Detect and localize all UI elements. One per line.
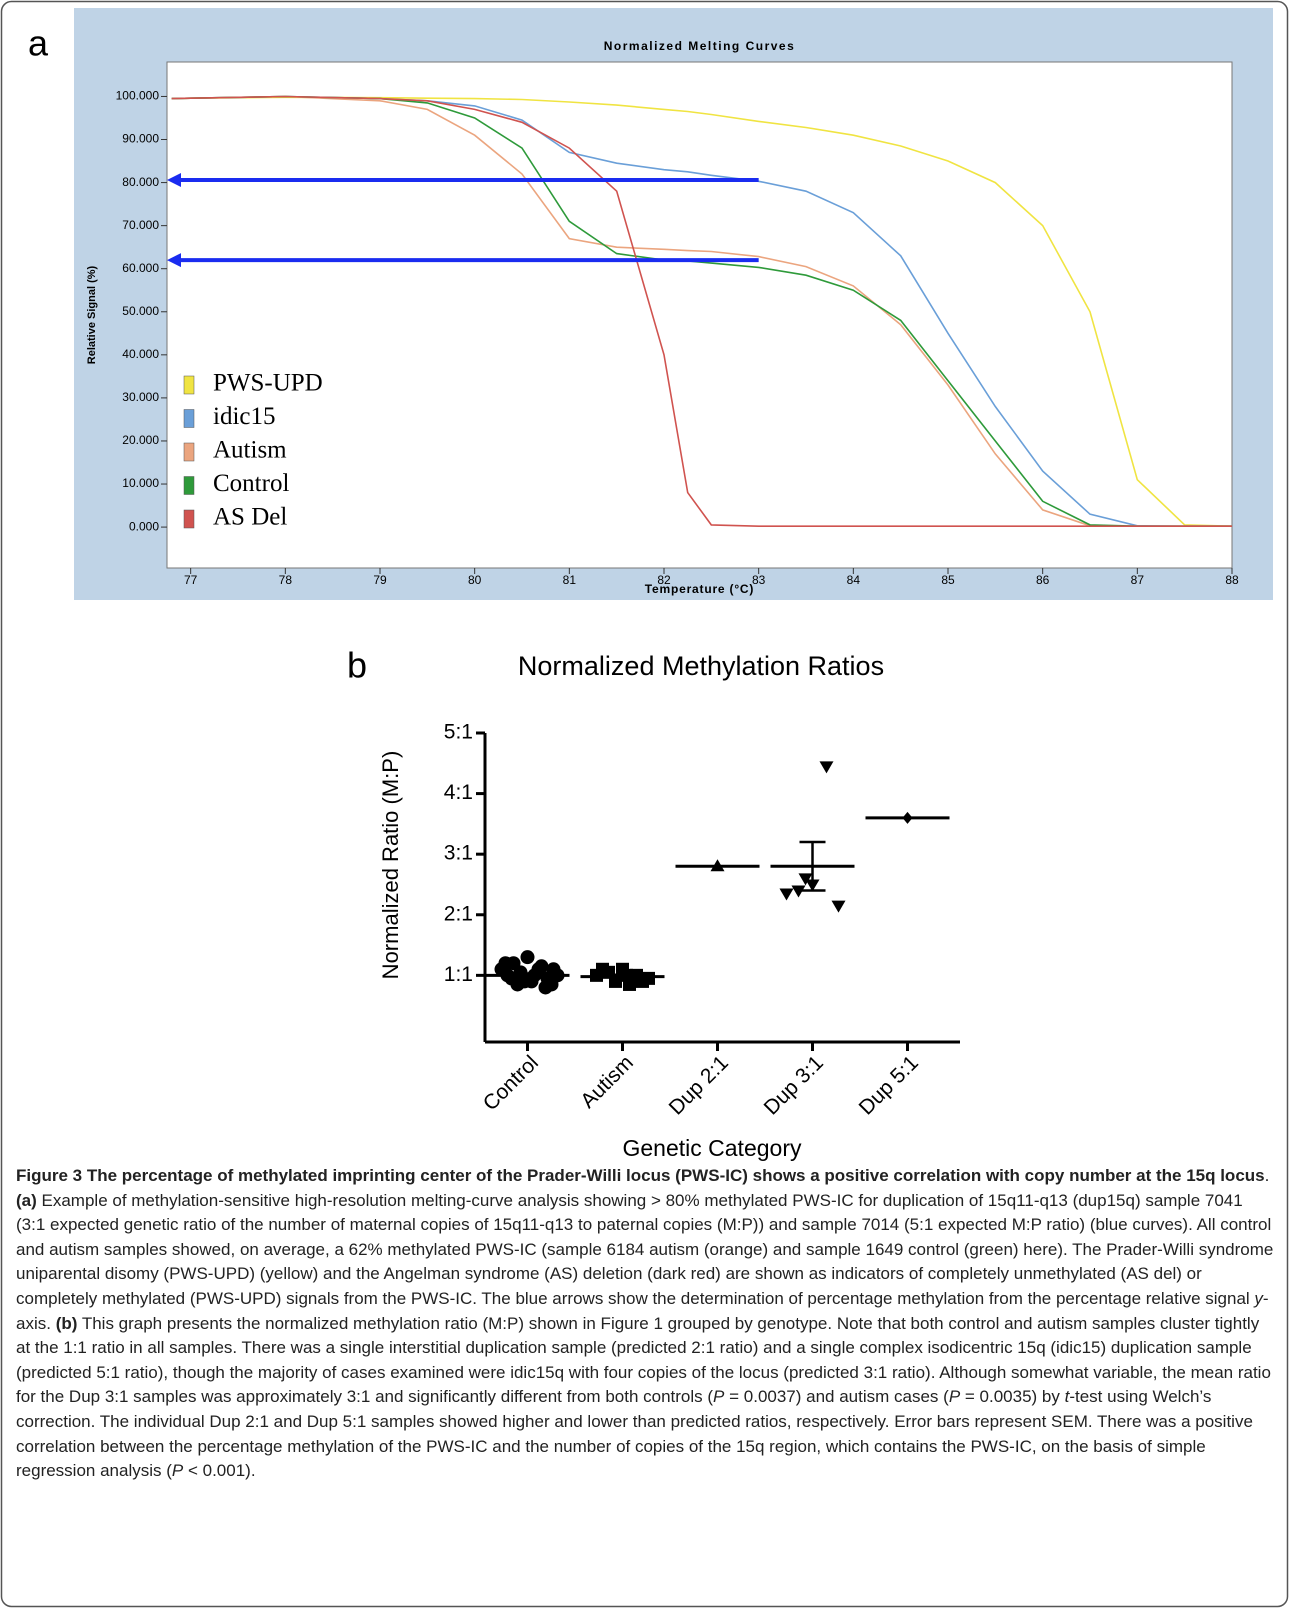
x-axis-label: Genetic Category [623, 1135, 802, 1161]
panel-label: b [347, 645, 367, 686]
error-bar [514, 972, 541, 979]
x-tick-label: 87 [1131, 573, 1145, 587]
x-tick-label: 83 [752, 573, 766, 587]
legend-swatch [183, 509, 195, 529]
legend-swatch [183, 442, 195, 462]
caption-text: -test using Welch’s correction. The indi… [16, 1387, 1253, 1481]
point [798, 873, 813, 886]
error-bar [609, 973, 636, 980]
point [831, 900, 846, 913]
caption: Figure 3 The percentage of methylated im… [16, 1164, 1274, 1484]
y-axis-label: Normalized Ratio (M:P) [378, 751, 403, 980]
x-tick-label: 78 [279, 573, 293, 587]
x-tick-label: 81 [563, 573, 577, 587]
y-tick-label: 80.000 [122, 175, 159, 189]
legend-label: AS Del [213, 504, 287, 531]
chart-title: Normalized Melting Curves [604, 39, 796, 53]
caption-text: This graph presents the normalized methy… [16, 1313, 1271, 1407]
x-tick-label: Dup 2:1 [665, 1051, 733, 1119]
arrow-head [167, 172, 181, 187]
x-tick-label: 85 [941, 573, 955, 587]
x-tick-label: 82 [657, 573, 671, 587]
caption-text: = 0.0035) by [960, 1387, 1065, 1407]
legend-label: idic15 [213, 403, 276, 430]
chart-title: Normalized Methylation Ratios [518, 651, 884, 681]
point [544, 977, 559, 992]
x-tick-label: Dup 5:1 [855, 1051, 923, 1119]
caption-title: Figure 3 The percentage of methylated im… [16, 1166, 1265, 1185]
legend-swatch [183, 375, 195, 395]
caption-text: < 0.001). [183, 1461, 256, 1481]
caption-text: P [948, 1387, 961, 1407]
y-tick-label: 5:1 [444, 721, 473, 744]
series-line [171, 95, 1232, 527]
y-tick-label: 90.000 [122, 132, 159, 146]
x-axis-label: Temperature (°C) [645, 582, 754, 596]
panel-label: a [28, 23, 49, 64]
caption-text: -axis. [16, 1288, 1269, 1333]
legend-label: Control [213, 470, 289, 497]
legend-label: PWS-UPD [213, 370, 323, 397]
series-line [171, 95, 1232, 527]
x-tick-label: 80 [468, 573, 482, 587]
error-bar [799, 840, 826, 892]
y-tick-label: 3:1 [444, 842, 473, 865]
caption-text: Example of methylation-sensitive high-re… [16, 1190, 1274, 1308]
x-tick-label: 88 [1225, 573, 1239, 587]
y-tick-label: 30.000 [122, 390, 159, 404]
x-tick-label: 86 [1036, 573, 1050, 587]
caption-text: (a) [16, 1190, 37, 1210]
plot-area [166, 61, 1233, 569]
x-tick-label: 77 [184, 573, 198, 587]
point [636, 974, 649, 988]
y-tick-label: 20.000 [122, 433, 159, 447]
caption-text: t [1064, 1387, 1070, 1407]
x-tick-label: Control [479, 1051, 543, 1115]
x-tick-label: 79 [373, 573, 387, 587]
arrow-head [167, 253, 181, 268]
point [596, 962, 609, 976]
y-tick-label: 40.000 [122, 347, 159, 361]
legend-swatch [183, 476, 195, 495]
caption-text: . [1264, 1166, 1270, 1185]
point [791, 885, 806, 898]
point [819, 761, 834, 774]
point [520, 950, 535, 965]
y-tick-label: 1:1 [444, 963, 473, 986]
series-line [171, 96, 1233, 527]
caption-text: P [713, 1387, 725, 1407]
legend-swatch [183, 409, 195, 428]
point [498, 956, 513, 971]
x-tick-label: Autism [576, 1051, 638, 1113]
x-tick-label: 84 [847, 573, 861, 587]
y-tick-label: 60.000 [122, 261, 159, 275]
y-tick-label: 10.000 [122, 476, 159, 490]
caption-text: y [1254, 1288, 1263, 1308]
y-tick-label: 70.000 [122, 218, 159, 232]
legend-label: Autism [213, 437, 287, 464]
y-tick-label: 2:1 [444, 902, 473, 925]
y-axis-label: Relative Signal (%) [86, 265, 98, 364]
y-tick-label: 50.000 [122, 304, 159, 318]
y-tick-label: 0.000 [129, 519, 159, 533]
point [779, 888, 794, 901]
caption-text: P [171, 1461, 184, 1481]
caption-text: = 0.0037) and autism cases ( [724, 1387, 949, 1407]
caption-text: (b) [55, 1313, 78, 1333]
series-line [171, 95, 1232, 527]
y-tick-label: 100.000 [116, 89, 160, 103]
x-tick-label: Dup 3:1 [760, 1051, 828, 1119]
y-tick-label: 4:1 [444, 781, 473, 804]
